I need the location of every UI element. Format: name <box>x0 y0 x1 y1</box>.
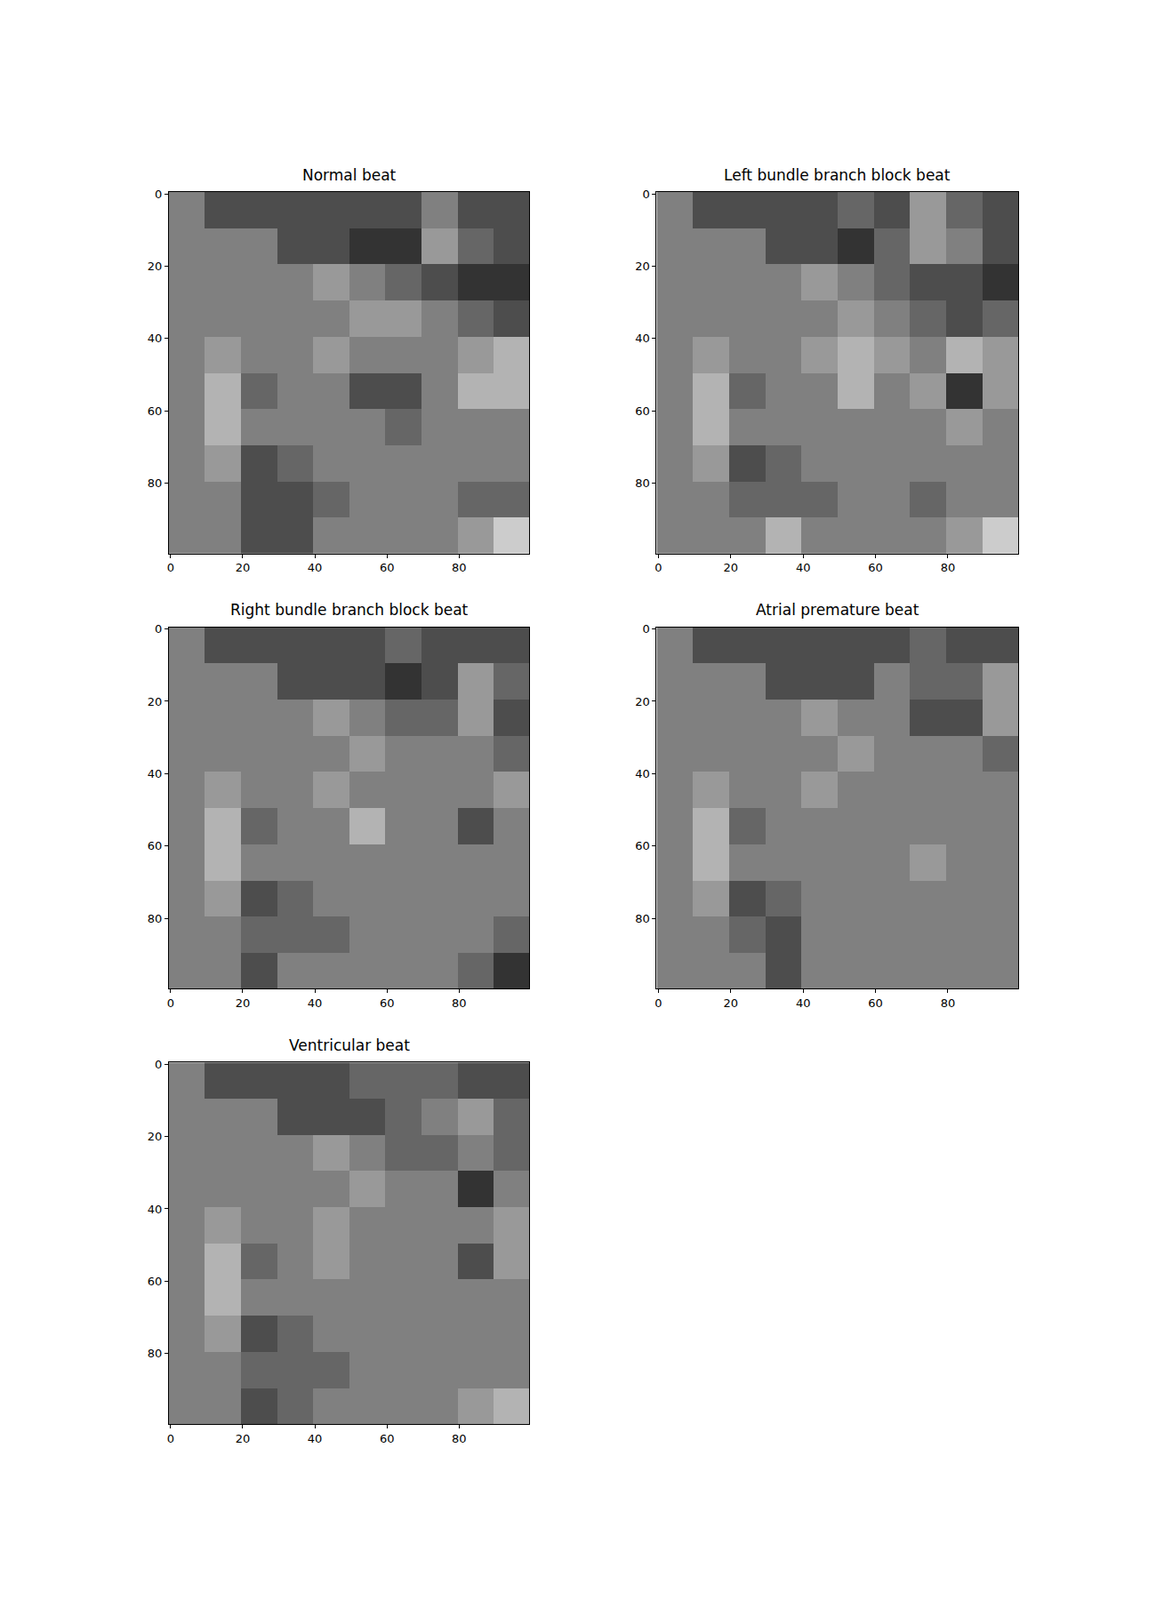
svg-text:60: 60 <box>634 404 651 418</box>
svg-text:60: 60 <box>867 561 884 575</box>
svg-text:0: 0 <box>154 622 162 636</box>
svg-text:80: 80 <box>451 1432 467 1446</box>
svg-text:0: 0 <box>154 1058 162 1072</box>
svg-text:Atrial premature beat: Atrial premature beat <box>755 601 920 619</box>
svg-text:0: 0 <box>654 561 662 575</box>
svg-text:20: 20 <box>147 695 163 709</box>
svg-text:20: 20 <box>235 996 251 1011</box>
svg-text:60: 60 <box>379 996 395 1011</box>
svg-text:20: 20 <box>235 561 251 575</box>
svg-text:0: 0 <box>167 1432 175 1446</box>
svg-text:Ventricular beat: Ventricular beat <box>289 1036 410 1055</box>
svg-text:20: 20 <box>723 561 739 575</box>
svg-text:60: 60 <box>867 996 884 1011</box>
svg-text:20: 20 <box>147 259 163 273</box>
svg-text:80: 80 <box>451 996 467 1011</box>
svg-text:40: 40 <box>147 767 163 781</box>
svg-text:0: 0 <box>154 187 162 201</box>
svg-text:40: 40 <box>795 561 811 575</box>
svg-text:40: 40 <box>634 331 651 346</box>
svg-text:20: 20 <box>147 1130 163 1144</box>
svg-text:0: 0 <box>654 996 662 1011</box>
svg-text:0: 0 <box>642 187 651 201</box>
svg-text:80: 80 <box>147 476 163 490</box>
svg-text:0: 0 <box>167 561 175 575</box>
svg-text:80: 80 <box>451 561 467 575</box>
svg-text:20: 20 <box>235 1432 251 1446</box>
svg-text:Left bundle branch block beat: Left bundle branch block beat <box>723 166 951 185</box>
svg-text:40: 40 <box>147 1203 163 1217</box>
svg-text:80: 80 <box>940 996 956 1011</box>
svg-text:40: 40 <box>307 1432 323 1446</box>
svg-text:20: 20 <box>634 259 651 273</box>
svg-text:0: 0 <box>167 996 175 1011</box>
svg-text:40: 40 <box>795 996 811 1011</box>
svg-text:40: 40 <box>147 331 163 346</box>
svg-text:40: 40 <box>307 996 323 1011</box>
svg-text:Normal beat: Normal beat <box>302 166 397 185</box>
svg-text:60: 60 <box>147 404 163 418</box>
svg-text:80: 80 <box>147 912 163 926</box>
svg-text:20: 20 <box>723 996 739 1011</box>
svg-text:80: 80 <box>634 912 651 926</box>
svg-text:40: 40 <box>307 561 323 575</box>
svg-text:0: 0 <box>642 622 651 636</box>
svg-text:80: 80 <box>634 476 651 490</box>
svg-text:80: 80 <box>147 1347 163 1361</box>
svg-text:60: 60 <box>379 561 395 575</box>
svg-text:80: 80 <box>940 561 956 575</box>
svg-text:60: 60 <box>147 1275 163 1289</box>
svg-text:60: 60 <box>379 1432 395 1446</box>
svg-text:40: 40 <box>634 767 651 781</box>
svg-text:20: 20 <box>634 695 651 709</box>
svg-text:60: 60 <box>147 839 163 853</box>
svg-text:60: 60 <box>634 839 651 853</box>
svg-text:Right bundle branch block beat: Right bundle branch block beat <box>230 601 469 619</box>
